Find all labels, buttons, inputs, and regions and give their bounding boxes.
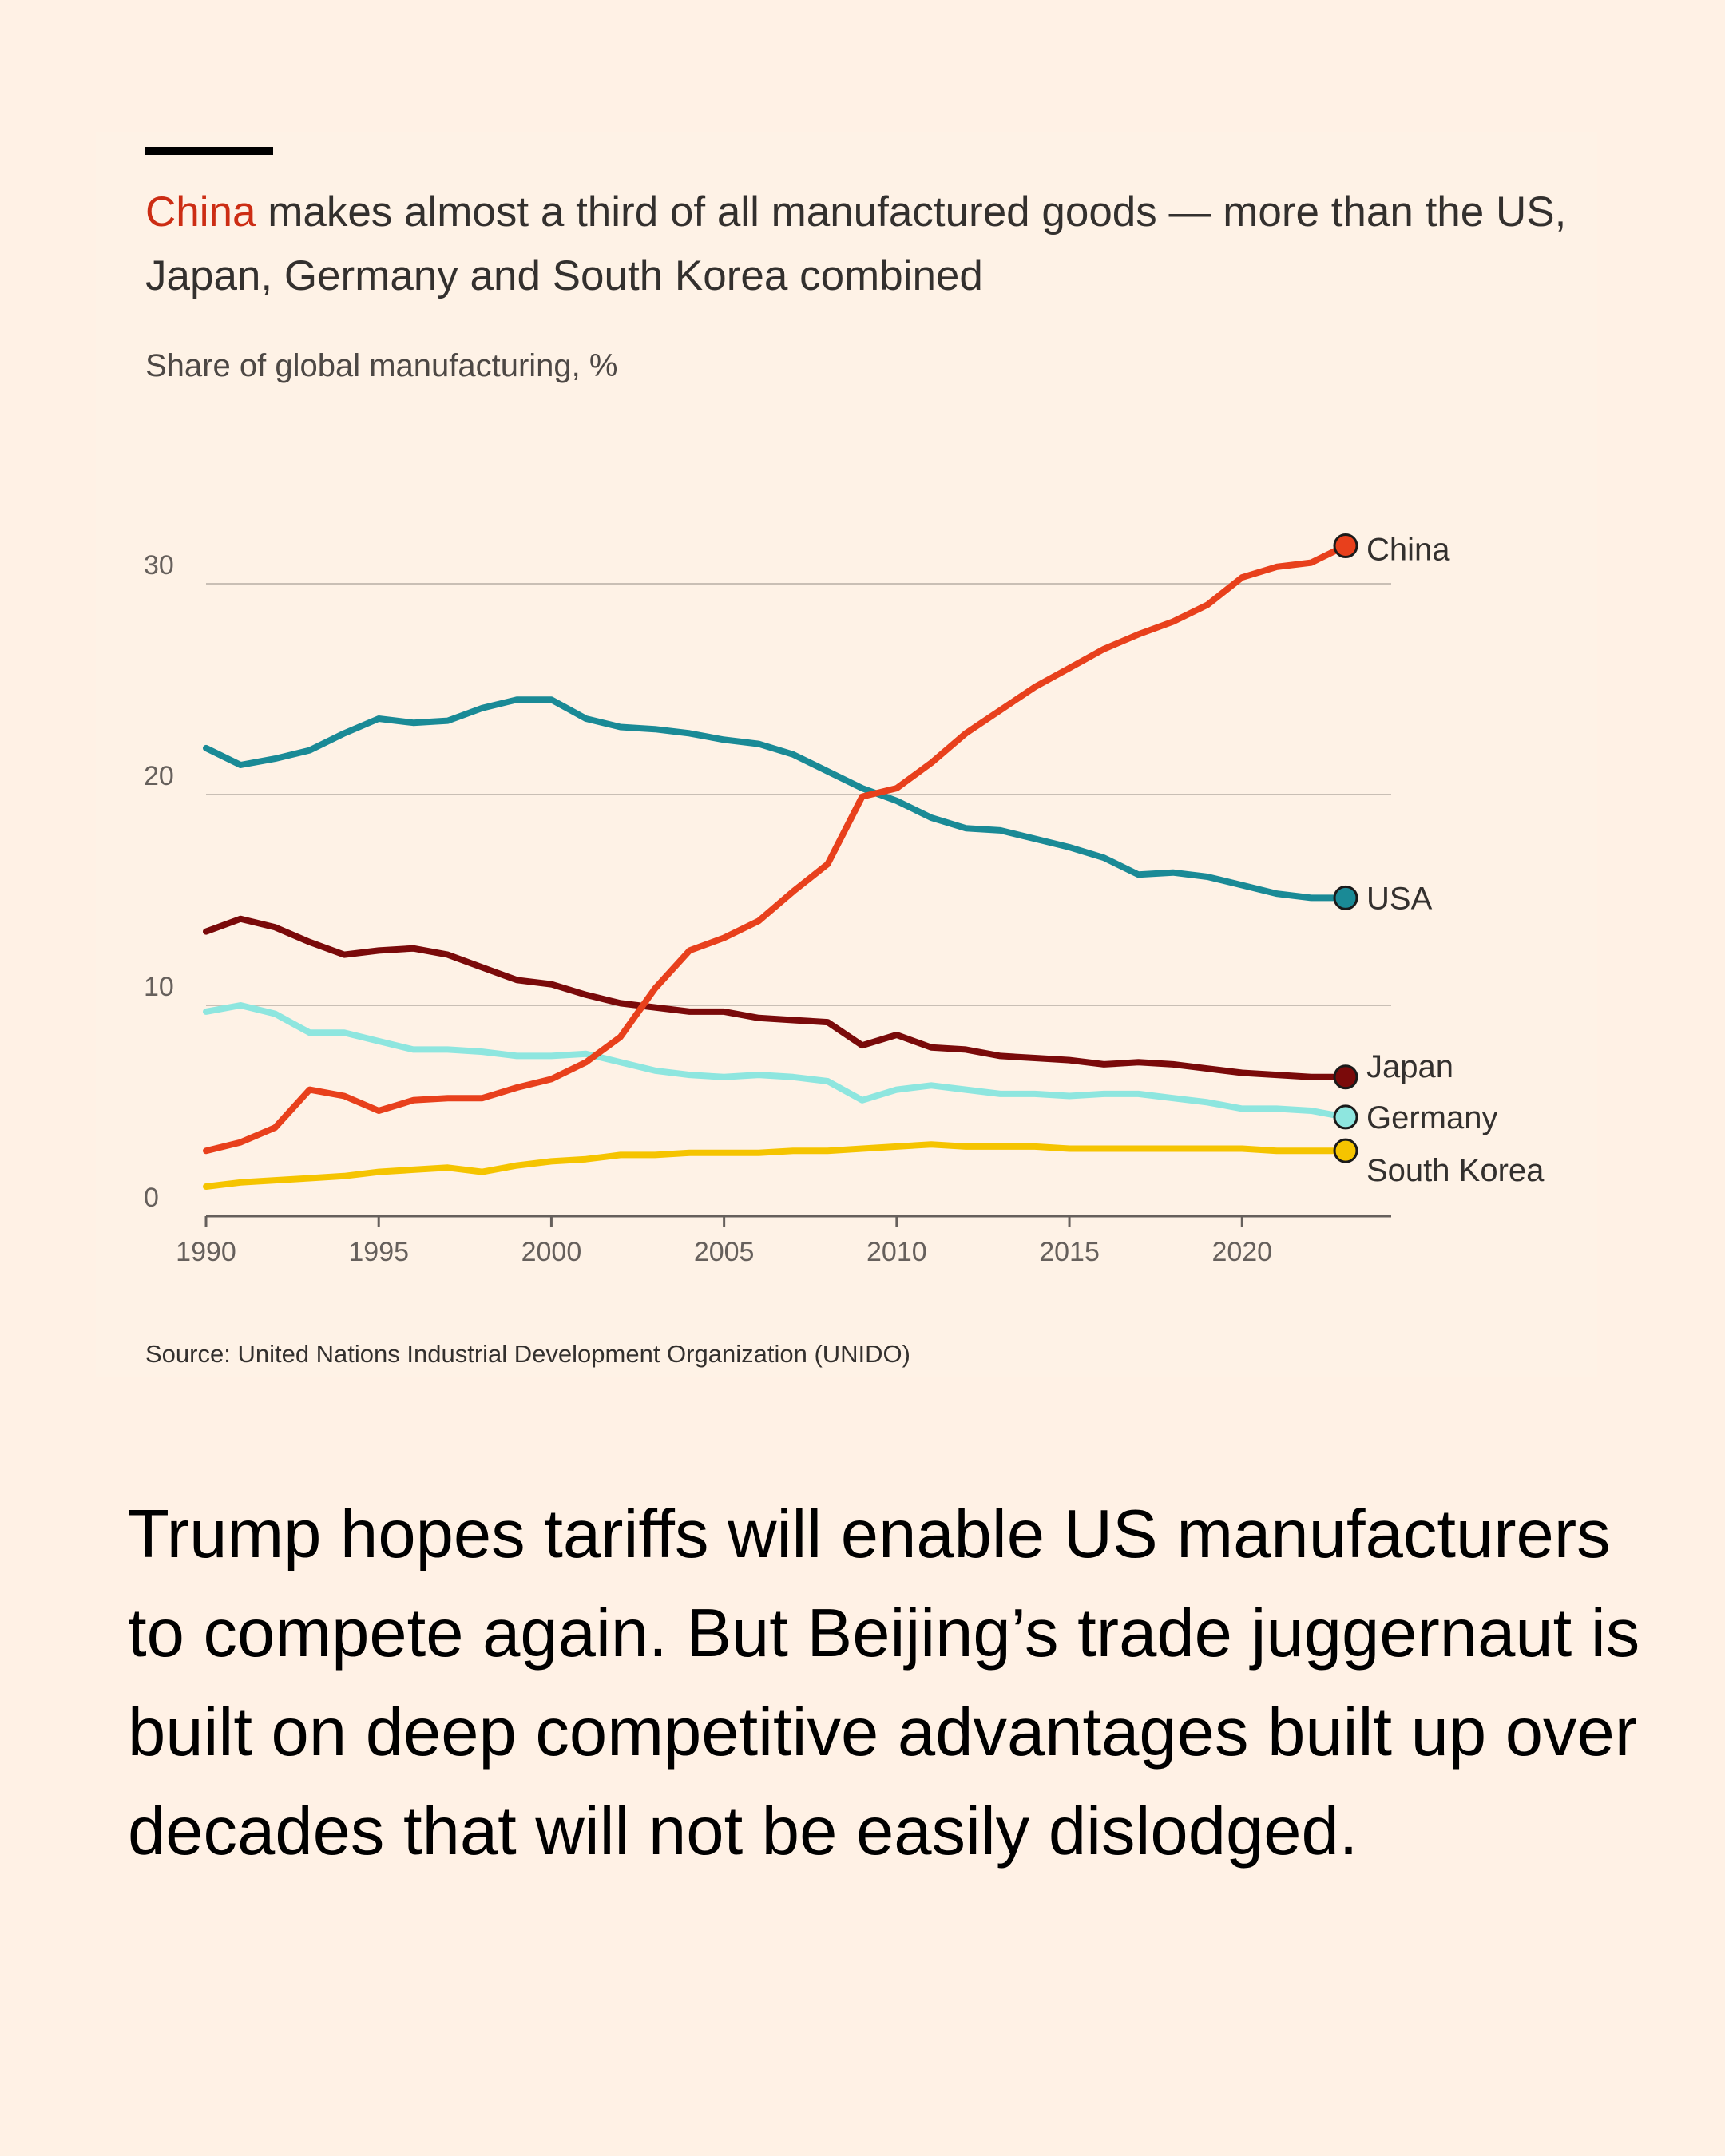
- x-tick-label-2015: 2015: [1039, 1237, 1100, 1267]
- series-line-germany: [203, 1002, 1349, 1120]
- series-label-usa: USA: [1366, 881, 1433, 916]
- headline-highlight: China: [145, 188, 256, 236]
- headline-rule: [145, 147, 273, 155]
- headline-rest: makes almost a third of all manufactured…: [145, 188, 1567, 299]
- chart-subtitle: Share of global manufacturing, %: [145, 348, 618, 383]
- series-end-marker-japan: [1333, 1064, 1358, 1090]
- line-chart: 0 10 20 30 1990 1995 2000 2005 2010 2015 2020 China…: [144, 532, 1545, 1267]
- series-label-china: China: [1366, 532, 1450, 567]
- series-label-south-korea: South Korea: [1366, 1153, 1545, 1188]
- source-note: Source: United Nations Industrial Develo…: [145, 1340, 910, 1368]
- x-tick-label-2005: 2005: [694, 1237, 755, 1267]
- y-tick-label-10: 10: [144, 972, 174, 1002]
- x-tick-label-1995: 1995: [348, 1237, 409, 1267]
- series-line-china: [203, 542, 1349, 1155]
- x-tick-label-1990: 1990: [176, 1237, 236, 1267]
- series-end-marker-usa: [1333, 885, 1358, 910]
- series-label-germany: Germany: [1366, 1100, 1498, 1135]
- series-line-usa: [203, 696, 1349, 902]
- series-end-marker-germany: [1333, 1104, 1358, 1130]
- chart-card: [96, 132, 1597, 1377]
- y-tick-label-20: 20: [144, 761, 174, 791]
- series-line-south-korea: [203, 1141, 1349, 1190]
- body-paragraph: Trump hopes tariffs will enable US manuf…: [128, 1496, 1640, 1869]
- series-line-japan: [203, 915, 1349, 1080]
- y-tick-label-30: 30: [144, 550, 174, 581]
- x-tick-label-2000: 2000: [521, 1237, 582, 1267]
- series-end-marker-south-korea: [1333, 1138, 1358, 1163]
- chart-headline: China makes almost a third of all manufa…: [145, 180, 1583, 308]
- y-tick-label-0: 0: [144, 1183, 159, 1213]
- x-tick-label-2010: 2010: [866, 1237, 927, 1267]
- series-label-japan: Japan: [1366, 1049, 1453, 1084]
- x-tick-label-2020: 2020: [1211, 1237, 1272, 1267]
- series-end-marker-china: [1333, 533, 1358, 558]
